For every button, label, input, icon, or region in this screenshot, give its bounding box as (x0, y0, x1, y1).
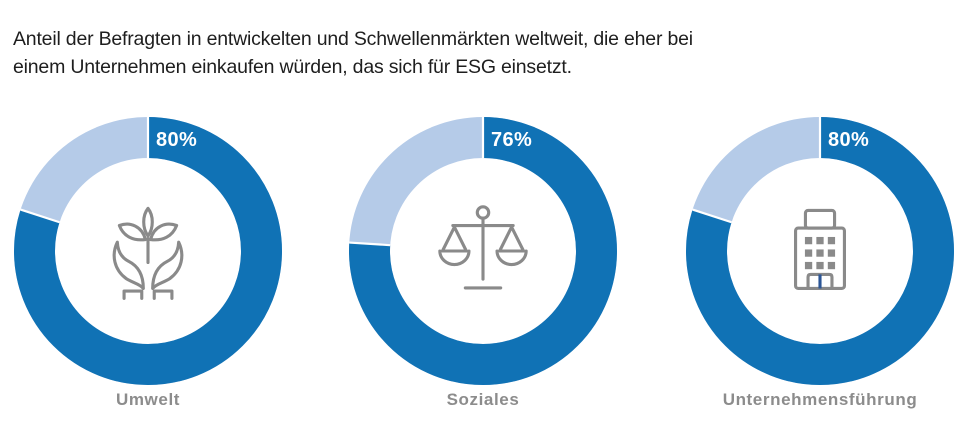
donut-chart-unternehmensfuehrung: 80% (686, 117, 954, 410)
donut-caption-umwelt: Umwelt (115, 390, 181, 409)
donut-svg-soziales (349, 117, 617, 385)
office-building-icon (768, 197, 872, 301)
chart-title: Anteil der Befragten in entwickelten und… (13, 25, 693, 81)
donut-ring-soziales: 76% (349, 117, 617, 385)
donut-svg-unternehmensfuehrung (686, 117, 954, 385)
hands-holding-plant-icon (96, 197, 200, 301)
donut-chart-umwelt: 80% Umwelt (14, 117, 282, 410)
percent-label-unternehmensfuehrung: 80% (828, 129, 870, 151)
donut-chart-soziales: 76% Soziales (349, 117, 617, 410)
donut-ring-umwelt: 80% (14, 117, 282, 385)
percent-label-umwelt: 80% (156, 129, 198, 151)
donut-svg-umwelt (14, 117, 282, 385)
donut-caption-soziales: Soziales (446, 390, 520, 409)
donut-ring-unternehmensfuehrung: 80% (686, 117, 954, 385)
chart-title-line-2: einem Unternehmen einkaufen würden, das … (13, 56, 572, 78)
donut-caption-unternehmensfuehrung: Unternehmensführung (722, 390, 918, 409)
chart-title-line-1: Anteil der Befragten in entwickelten und… (13, 28, 693, 50)
balance-scale-icon (431, 197, 535, 301)
percent-label-soziales: 76% (491, 129, 533, 151)
